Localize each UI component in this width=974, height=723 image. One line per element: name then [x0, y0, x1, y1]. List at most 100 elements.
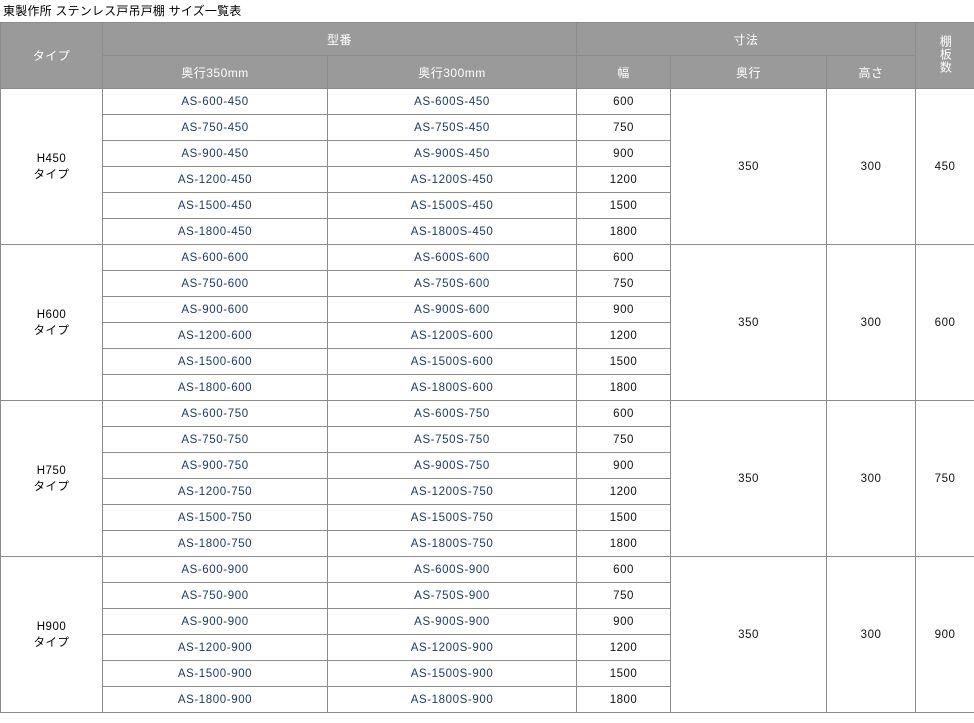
type-label-secondary: タイプ	[33, 324, 70, 337]
table-row: AS-1200-600 AS-1200S-600 1200	[1, 322, 974, 349]
depth-value: 350	[670, 556, 828, 713]
model-number-depth300: AS-1500S-600	[327, 348, 578, 375]
model-number-depth350: AS-1200-900	[102, 634, 328, 661]
model-number-depth300: AS-1800S-900	[327, 686, 578, 713]
width-value: 1800	[576, 530, 672, 557]
width-value: 750	[576, 114, 672, 141]
table-row: AS-1800-900 AS-1800S-900 1800	[1, 686, 974, 713]
model-number-depth300: AS-600S-900	[327, 556, 578, 583]
width-value: 1800	[576, 686, 672, 713]
model-number-depth350: AS-600-600	[102, 244, 328, 271]
model-number-depth300: AS-1200S-750	[327, 478, 578, 505]
model-number-depth350: AS-750-750	[102, 426, 328, 453]
height-value: 450	[915, 88, 974, 245]
model-number-depth300: AS-1500S-750	[327, 504, 578, 531]
type-cell: H750 タイプ	[0, 400, 103, 557]
type-label-secondary: タイプ	[33, 636, 70, 649]
model-number-depth300: AS-600S-450	[327, 88, 578, 115]
table-row: AS-1500-750 AS-1500S-750 1500	[1, 504, 974, 531]
model-number-depth300: AS-600S-750	[327, 400, 578, 427]
model-number-depth350: AS-1200-600	[102, 322, 328, 349]
type-cell: H450 タイプ	[0, 88, 103, 245]
model-number-depth300: AS-1500S-450	[327, 192, 578, 219]
column-header-dimension-group: 寸法	[576, 22, 917, 56]
width-value: 900	[576, 452, 672, 479]
model-number-depth300: AS-900S-750	[327, 452, 578, 479]
model-number-depth350: AS-1800-900	[102, 686, 328, 713]
table-row: AS-750-600 AS-750S-600 750	[1, 270, 974, 297]
model-number-depth350: AS-600-450	[102, 88, 328, 115]
size-list-table: タイプ 型番 寸法 棚板数 奥行350mm 奥行300mm 幅 奥行 高さ H4…	[0, 22, 974, 713]
model-number-depth350: AS-1800-600	[102, 374, 328, 401]
model-number-depth300: AS-600S-600	[327, 244, 578, 271]
table-row: H450 タイプ AS-600-450 AS-600S-450 600 350 300 450…	[0, 88, 974, 245]
table-body: H450 タイプ AS-600-450 AS-600S-450 600 350 300 450…	[0, 88, 974, 713]
width-value: 1500	[576, 192, 672, 219]
column-header-width: 幅	[576, 55, 672, 89]
model-number-depth350: AS-750-450	[102, 114, 328, 141]
depth-value: 350	[670, 88, 828, 245]
model-number-depth300: AS-750S-600	[327, 270, 578, 297]
height-value: 600	[915, 244, 974, 401]
table-row: AS-1800-750 AS-1800S-750 1800	[1, 530, 974, 557]
model-number-depth350: AS-600-900	[102, 556, 328, 583]
depth-value: 350	[670, 400, 828, 557]
column-header-model-depth300: 奥行300mm	[327, 55, 578, 89]
width-value: 750	[576, 426, 672, 453]
width-value: 1500	[576, 348, 672, 375]
type-label-primary: H600	[36, 308, 67, 321]
model-number-depth350: AS-750-600	[102, 270, 328, 297]
column-header-model-depth350: 奥行350mm	[102, 55, 328, 89]
height-value: 750	[915, 400, 974, 557]
width-value: 900	[576, 296, 672, 323]
width-value: 1200	[576, 166, 672, 193]
table-row: AS-1800-600 AS-1800S-600 1800	[1, 374, 974, 401]
model-number-depth350: AS-900-900	[102, 608, 328, 635]
header-row-top: タイプ 型番 寸法 棚板数	[0, 22, 974, 89]
model-number-depth350: AS-900-750	[102, 452, 328, 479]
table-row: AS-1200-750 AS-1200S-750 1200	[1, 478, 974, 505]
width-value: 1200	[576, 634, 672, 661]
model-number-depth300: AS-1800S-600	[327, 374, 578, 401]
width-value: 750	[576, 270, 672, 297]
table-row: AS-900-600 AS-900S-600 900	[1, 296, 974, 323]
model-number-depth350: AS-1500-750	[102, 504, 328, 531]
model-number-depth300: AS-900S-450	[327, 140, 578, 167]
width-value: 600	[576, 88, 672, 115]
inner-depth-value: 300	[826, 556, 917, 713]
table-row: AS-1200-900 AS-1200S-900 1200	[1, 634, 974, 661]
width-value: 900	[576, 608, 672, 635]
width-value: 600	[576, 244, 672, 271]
model-number-depth350: AS-1500-900	[102, 660, 328, 687]
table-row: AS-750-450 AS-750S-450 750	[1, 114, 974, 141]
table-row: AS-1500-600 AS-1500S-600 1500	[1, 348, 974, 375]
inner-depth-value: 300	[826, 400, 917, 557]
width-value: 600	[576, 556, 672, 583]
type-cell: H600 タイプ	[0, 244, 103, 401]
table-row: AS-900-750 AS-900S-750 900	[1, 452, 974, 479]
model-number-depth350: AS-1200-750	[102, 478, 328, 505]
type-label-primary: H750	[36, 464, 67, 477]
column-header-type: タイプ	[0, 22, 103, 89]
column-header-depth: 奥行	[670, 55, 828, 89]
column-header-height: 高さ	[826, 55, 917, 89]
column-header-shelf-count: 棚板数	[915, 22, 974, 89]
model-number-depth300: AS-900S-900	[327, 608, 578, 635]
inner-depth-value: 300	[826, 244, 917, 401]
width-value: 1200	[576, 322, 672, 349]
model-number-depth350: AS-1500-450	[102, 192, 328, 219]
type-label-secondary: タイプ	[33, 168, 70, 181]
width-value: 1500	[576, 504, 672, 531]
width-value: 750	[576, 582, 672, 609]
model-number-depth300: AS-1800S-450	[327, 218, 578, 245]
model-number-depth300: AS-900S-600	[327, 296, 578, 323]
table-row: AS-1800-450 AS-1800S-450 1800	[1, 218, 974, 245]
table-row: H900 タイプ AS-600-900 AS-600S-900 600 350 300 900	[0, 556, 974, 713]
table-header: タイプ 型番 寸法 棚板数 奥行350mm 奥行300mm 幅 奥行 高さ	[0, 22, 974, 89]
table-row: H750 タイプ AS-600-750 AS-600S-750 600 350 300 750…	[0, 400, 974, 557]
type-label-secondary: タイプ	[33, 480, 70, 493]
model-number-depth300: AS-750S-750	[327, 426, 578, 453]
type-cell: H900 タイプ	[0, 556, 103, 713]
model-number-depth300: AS-1200S-450	[327, 166, 578, 193]
header-row-sub: 奥行350mm 奥行300mm 幅 奥行 高さ	[1, 55, 974, 89]
